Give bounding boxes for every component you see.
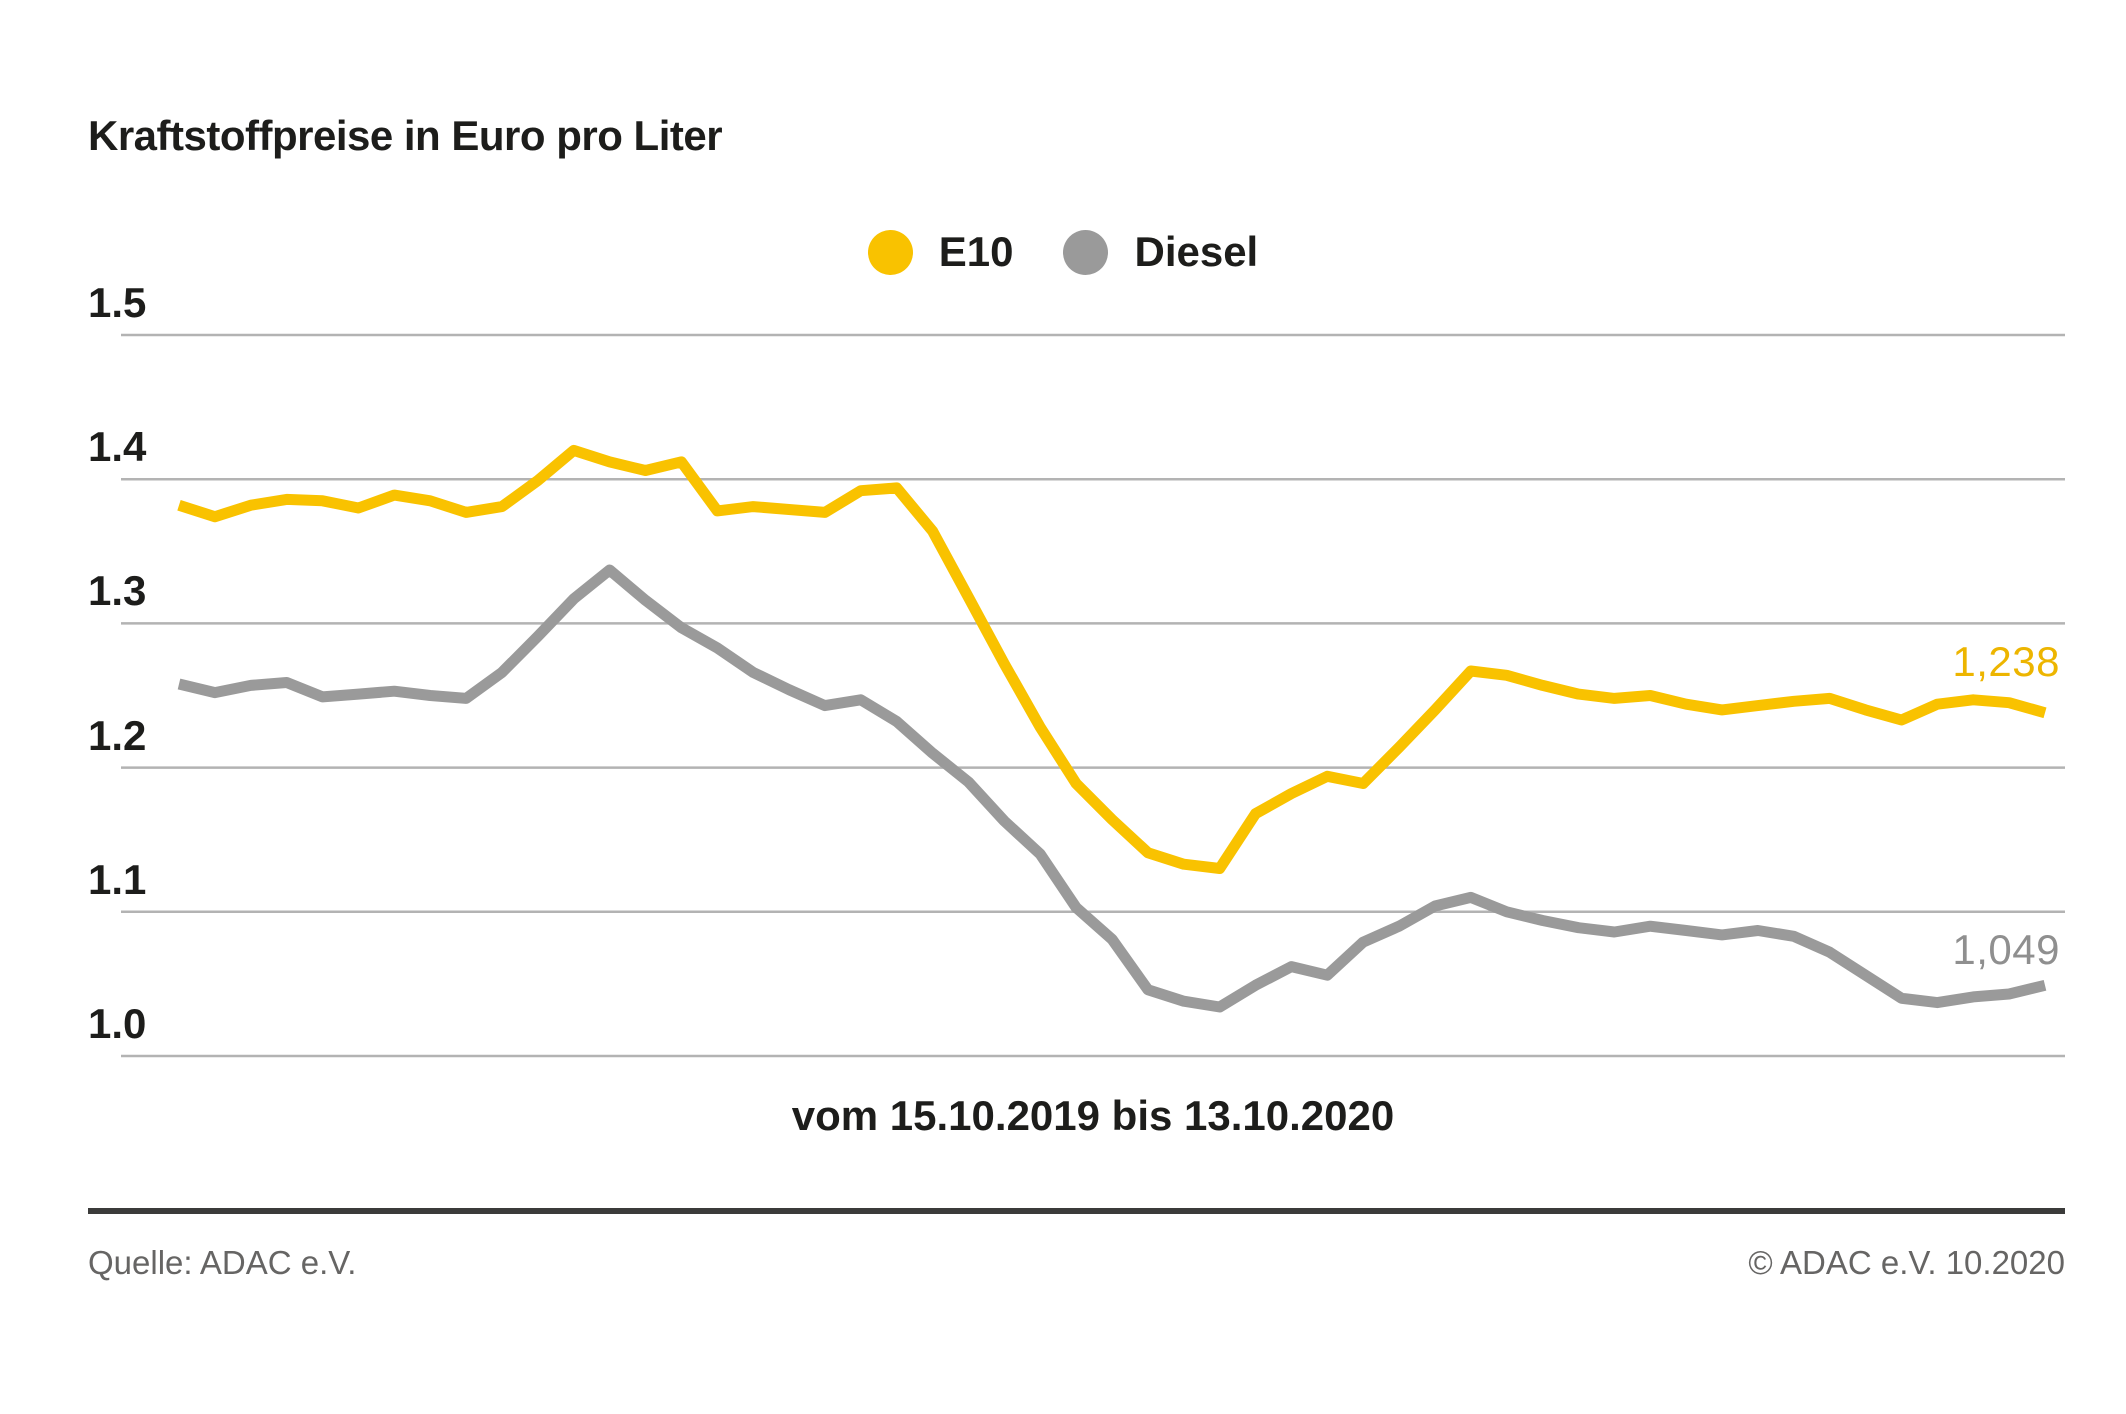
source-note: Quelle: ADAC e.V.	[88, 1244, 357, 1281]
page-title: Kraftstoffpreise in Euro pro Liter	[88, 112, 723, 159]
legend-item-e10: E10	[867, 228, 1014, 276]
e10-end-value-label: 1,238	[1952, 638, 2060, 685]
copyright-note: © ADAC e.V. 10.2020	[1748, 1244, 2065, 1281]
y-axis-tick-label-1.2: 1.2	[88, 711, 147, 759]
legend-label-e10: E10	[938, 228, 1014, 275]
e10-series-color-dot-icon	[867, 229, 913, 275]
series-line-diesel	[177, 564, 2047, 1013]
diesel-series-color-dot-icon	[1063, 229, 1109, 275]
y-axis-tick-label-1.0: 1.0	[88, 1000, 147, 1047]
footer-divider	[88, 1208, 2065, 1214]
y-axis-tick-label-1.5: 1.5	[88, 279, 147, 326]
diesel-end-value-label: 1,049	[1952, 926, 2060, 973]
x-axis-caption: vom 15.10.2019 bis 13.10.2020	[791, 1092, 1395, 1139]
y-axis-tick-label-1.3: 1.3	[88, 567, 147, 615]
series-line-e10	[177, 444, 2047, 874]
y-axis-tick-label-1.4: 1.4	[88, 423, 147, 471]
legend-item-diesel: Diesel	[1063, 228, 1258, 276]
y-axis-tick-label-1.1: 1.1	[88, 855, 147, 903]
legend-label-diesel: Diesel	[1134, 228, 1259, 275]
chart-legend: E10 Diesel	[0, 228, 2126, 276]
